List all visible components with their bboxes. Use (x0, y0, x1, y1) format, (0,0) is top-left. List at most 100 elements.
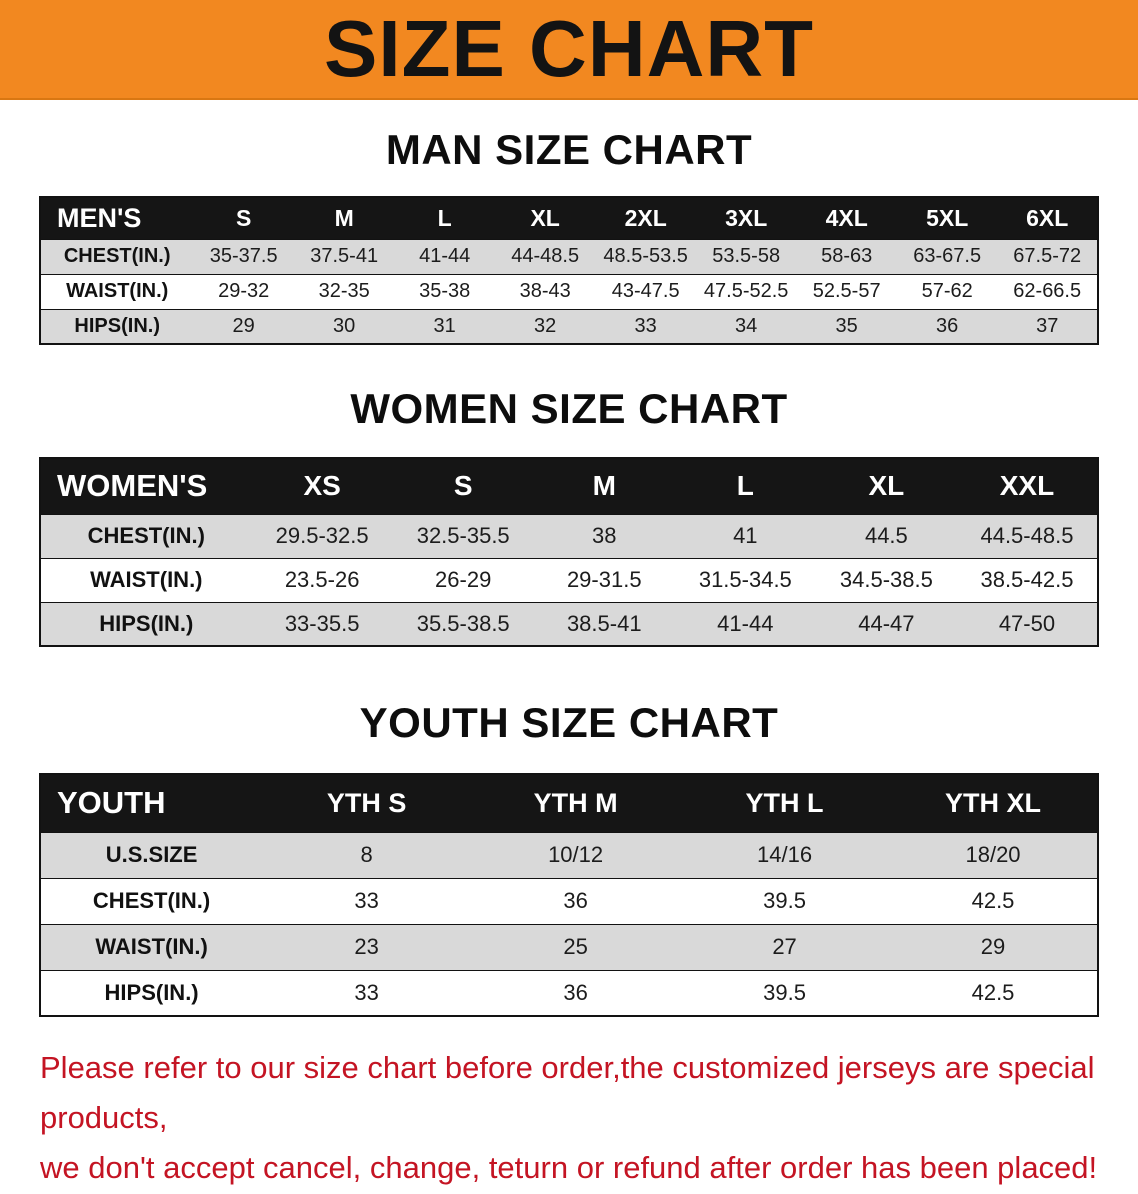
value-cell: 26-29 (392, 557, 534, 602)
row-label-cell: U.S.SIZE (40, 831, 263, 878)
size-header-cell: XXL (956, 458, 1098, 514)
value-cell: 43-47.5 (595, 273, 696, 309)
value-cell: 47.5-52.5 (695, 273, 797, 309)
value-cell: 42.5 (889, 969, 1098, 1016)
value-cell: 63-67.5 (896, 238, 998, 274)
disclaimer-line-2: we don't accept cancel, change, teturn o… (40, 1150, 1098, 1186)
youth-size-chart-heading: YOUTH SIZE CHART (359, 699, 779, 746)
value-cell: 35 (796, 308, 897, 344)
disclaimer-text: Please refer to our size chart before or… (40, 1043, 1100, 1194)
table-row: HIPS(IN.) 33 36 39.5 42.5 (40, 969, 1098, 1016)
banner-title: SIZE CHART (324, 4, 814, 93)
row-label-cell: HIPS(IN.) (40, 601, 252, 646)
value-cell: 29-31.5 (533, 557, 675, 602)
value-cell: 47-50 (956, 601, 1098, 646)
value-cell: 23 (262, 923, 472, 970)
value-cell: 44-47 (815, 601, 957, 646)
value-cell: 29-32 (193, 273, 294, 309)
value-cell: 52.5-57 (796, 273, 897, 309)
value-cell: 38.5-41 (533, 601, 675, 646)
size-header-cell: S (392, 458, 534, 514)
value-cell: 14/16 (680, 831, 890, 878)
value-cell: 38.5-42.5 (956, 557, 1098, 602)
value-cell: 31 (394, 308, 495, 344)
value-cell: 33 (262, 969, 472, 1016)
row-label-cell: HIPS(IN.) (40, 308, 194, 344)
value-cell: 32 (494, 308, 596, 344)
size-header-cell: S (193, 197, 294, 239)
value-cell: 37 (997, 308, 1098, 344)
size-header-cell: YTH L (680, 774, 890, 832)
value-cell: 57-62 (896, 273, 998, 309)
value-cell: 23.5-26 (251, 557, 393, 602)
value-cell: 41-44 (394, 238, 495, 274)
value-cell: 33 (262, 877, 472, 924)
value-cell: 30 (293, 308, 395, 344)
value-cell: 33-35.5 (251, 601, 393, 646)
value-cell: 34.5-38.5 (815, 557, 957, 602)
value-cell: 35-37.5 (193, 238, 294, 274)
size-chart-banner: SIZE CHART (0, 0, 1138, 100)
table-row: CHEST(IN.) 35-37.5 37.5-41 41-44 44-48.5 48.5… (40, 238, 1098, 274)
size-header-cell: 5XL (896, 197, 998, 239)
size-header-cell: 6XL (997, 197, 1098, 239)
row-label-cell: WAIST(IN.) (40, 557, 252, 602)
table-row: WAIST(IN.) 23.5-26 26-29 29-31.5 31.5-34.5 34… (40, 557, 1098, 602)
table-row: WAIST(IN.) 29-32 32-35 35-38 38-43 43-47.5 47.… (40, 273, 1098, 309)
value-cell: 39.5 (680, 969, 890, 1016)
size-header-cell: L (394, 197, 495, 239)
row-label-cell: CHEST(IN.) (40, 877, 263, 924)
size-header-cell: YTH M (471, 774, 681, 832)
table-row: U.S.SIZE 8 10/12 14/16 18/20 (40, 831, 1098, 878)
size-header-cell: M (533, 458, 675, 514)
row-label-cell: HIPS(IN.) (40, 969, 263, 1016)
value-cell: 29 (889, 923, 1098, 970)
value-cell: 10/12 (471, 831, 681, 878)
value-cell: 29 (193, 308, 294, 344)
size-header-cell: XL (494, 197, 596, 239)
table-title-cell: WOMEN'S (40, 458, 252, 514)
value-cell: 35-38 (394, 273, 495, 309)
value-cell: 44.5-48.5 (956, 513, 1098, 558)
table-header-row: WOMEN'S XS S M L XL XXL (40, 458, 1098, 514)
size-header-cell: 2XL (595, 197, 696, 239)
value-cell: 44-48.5 (494, 238, 596, 274)
table-header-row: YOUTH YTH S YTH M YTH L YTH XL (40, 774, 1098, 832)
value-cell: 33 (595, 308, 696, 344)
value-cell: 37.5-41 (293, 238, 395, 274)
value-cell: 67.5-72 (997, 238, 1098, 274)
value-cell: 42.5 (889, 877, 1098, 924)
table-title-cell: MEN'S (40, 197, 194, 239)
value-cell: 36 (471, 969, 681, 1016)
table-row: CHEST(IN.) 29.5-32.5 32.5-35.5 38 41 44.5 44.5… (40, 513, 1098, 558)
row-label-cell: CHEST(IN.) (40, 513, 252, 558)
size-header-cell: 4XL (796, 197, 897, 239)
value-cell: 29.5-32.5 (251, 513, 393, 558)
value-cell: 25 (471, 923, 681, 970)
row-label-cell: WAIST(IN.) (40, 923, 263, 970)
value-cell: 39.5 (680, 877, 890, 924)
size-header-cell: YTH XL (889, 774, 1098, 832)
value-cell: 27 (680, 923, 890, 970)
table-row: HIPS(IN.) 29 30 31 32 33 34 35 36 37 (40, 308, 1098, 344)
value-cell: 44.5 (815, 513, 957, 558)
value-cell: 35.5-38.5 (392, 601, 534, 646)
size-header-cell: XS (251, 458, 393, 514)
value-cell: 8 (262, 831, 472, 878)
value-cell: 38 (533, 513, 675, 558)
value-cell: 41 (674, 513, 816, 558)
disclaimer-line-1: Please refer to our size chart before or… (40, 1050, 1095, 1136)
row-label-cell: CHEST(IN.) (40, 238, 194, 274)
man-size-chart-heading: MAN SIZE CHART (385, 126, 753, 173)
value-cell: 31.5-34.5 (674, 557, 816, 602)
value-cell: 18/20 (889, 831, 1098, 878)
table-title-cell: YOUTH (40, 774, 263, 832)
table-header-row: MEN'S S M L XL 2XL 3XL 4XL 5XL 6XL (40, 197, 1098, 239)
value-cell: 36 (471, 877, 681, 924)
value-cell: 41-44 (674, 601, 816, 646)
value-cell: 32-35 (293, 273, 395, 309)
value-cell: 58-63 (796, 238, 897, 274)
value-cell: 34 (695, 308, 797, 344)
size-header-cell: 3XL (695, 197, 797, 239)
value-cell: 36 (896, 308, 998, 344)
